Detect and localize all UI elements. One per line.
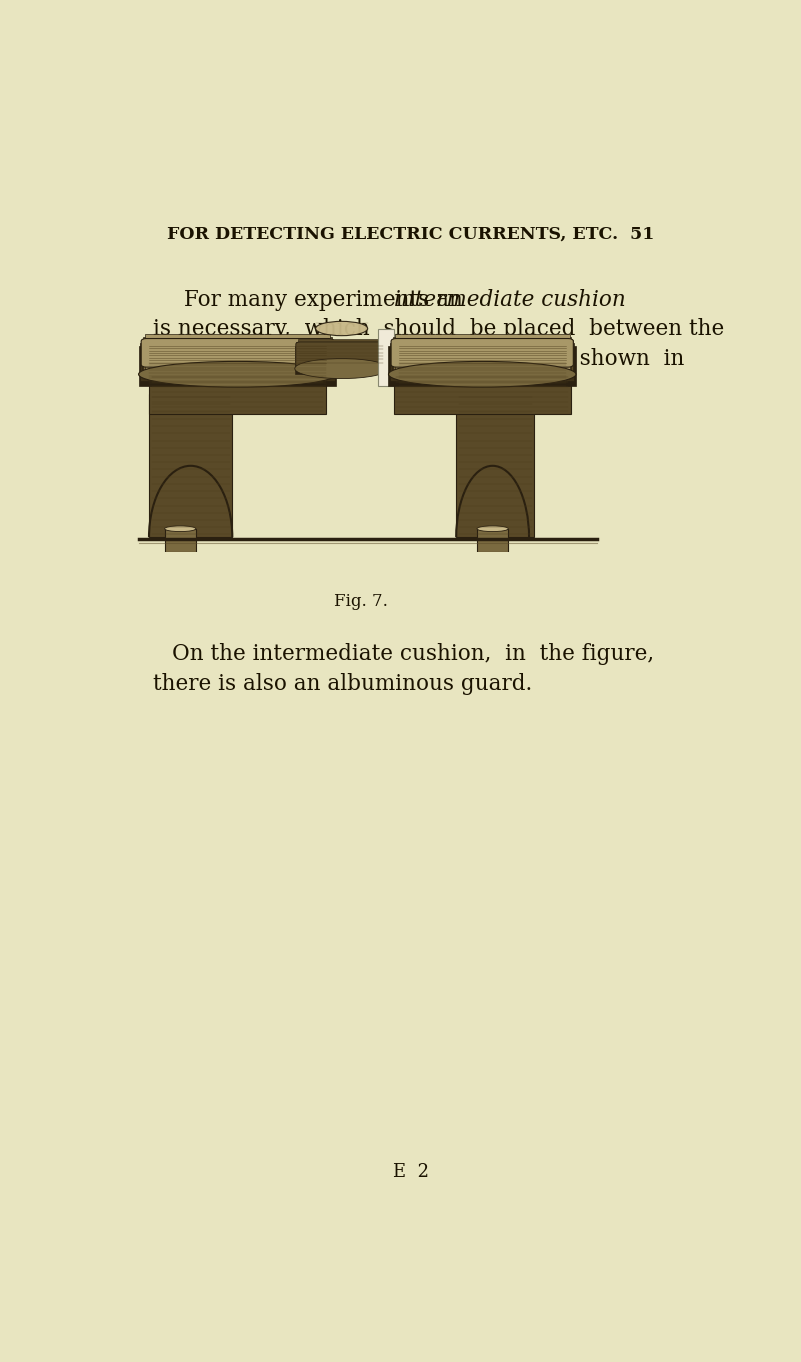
FancyBboxPatch shape (296, 342, 387, 370)
FancyBboxPatch shape (388, 346, 576, 385)
FancyBboxPatch shape (390, 343, 574, 381)
FancyBboxPatch shape (145, 334, 330, 369)
Text: For many experiments an: For many experiments an (184, 289, 469, 311)
FancyBboxPatch shape (295, 346, 388, 375)
Ellipse shape (139, 361, 336, 387)
FancyBboxPatch shape (149, 395, 232, 537)
Text: conducting  cushions  in  the  manner  shown  in: conducting cushions in the manner shown … (153, 347, 684, 369)
Text: E  2: E 2 (392, 1163, 429, 1181)
FancyBboxPatch shape (392, 340, 573, 377)
FancyBboxPatch shape (142, 340, 333, 377)
FancyBboxPatch shape (165, 528, 196, 552)
Ellipse shape (477, 526, 509, 531)
Text: Fig. 7.: Fig. 7. (334, 594, 388, 610)
Text: intermediate cushion: intermediate cushion (394, 289, 626, 311)
FancyBboxPatch shape (141, 339, 334, 368)
Text: is necessary,  which  should  be placed  between the: is necessary, which should be placed bet… (153, 319, 724, 340)
FancyBboxPatch shape (457, 395, 534, 537)
FancyBboxPatch shape (477, 528, 509, 552)
FancyBboxPatch shape (139, 346, 336, 385)
FancyBboxPatch shape (391, 339, 574, 368)
FancyBboxPatch shape (296, 342, 388, 366)
Text: FOR DETECTING ELECTRIC CURRENTS, ETC.  51: FOR DETECTING ELECTRIC CURRENTS, ETC. 51 (167, 225, 654, 242)
Text: fig. 7.: fig. 7. (153, 377, 215, 399)
Text: On the intermediate cushion,  in  the figure,: On the intermediate cushion, in the figu… (171, 643, 654, 665)
FancyBboxPatch shape (395, 334, 570, 369)
FancyBboxPatch shape (393, 338, 571, 373)
FancyBboxPatch shape (394, 375, 571, 414)
FancyBboxPatch shape (140, 343, 335, 381)
FancyBboxPatch shape (149, 375, 326, 414)
Ellipse shape (165, 526, 196, 531)
FancyBboxPatch shape (143, 338, 332, 373)
Ellipse shape (388, 361, 576, 387)
FancyBboxPatch shape (378, 328, 394, 385)
Text: there is also an albuminous guard.: there is also an albuminous guard. (153, 673, 532, 695)
Ellipse shape (316, 321, 368, 335)
Ellipse shape (295, 358, 388, 379)
FancyBboxPatch shape (298, 339, 385, 368)
